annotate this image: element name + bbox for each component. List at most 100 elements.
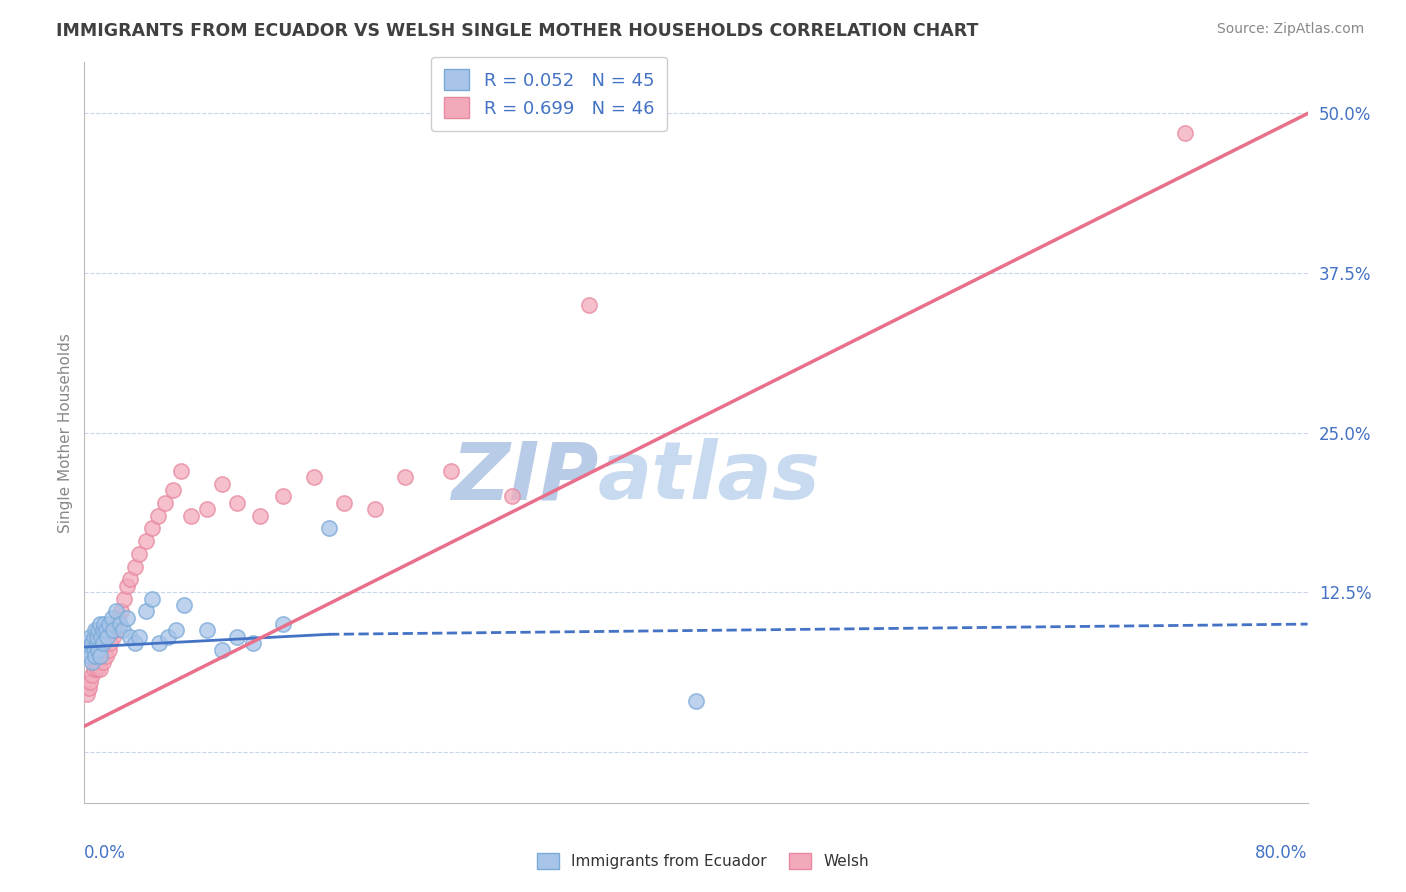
Point [120, 630, 142, 644]
Point [79, 648, 101, 663]
Point [1174, 126, 1197, 140]
Point [80, 668, 103, 682]
Point [103, 630, 125, 644]
Point [141, 591, 163, 606]
Point [84, 624, 107, 638]
Point [226, 630, 249, 644]
Point [141, 521, 163, 535]
Point [226, 496, 249, 510]
Point [318, 521, 340, 535]
Point [94, 648, 117, 663]
Point [110, 604, 132, 618]
Point [124, 559, 146, 574]
Point [77, 681, 100, 695]
Point [135, 534, 157, 549]
Point [97, 642, 120, 657]
Point [162, 483, 184, 497]
Point [80, 636, 103, 650]
Point [84, 648, 107, 663]
Point [89, 648, 111, 663]
Point [83, 642, 105, 657]
Point [111, 624, 134, 638]
Point [86, 662, 108, 676]
Point [96, 630, 118, 644]
Text: 0.0%: 0.0% [84, 844, 127, 862]
Point [76, 636, 98, 650]
Point [83, 630, 105, 644]
Point [146, 508, 169, 523]
Point [249, 508, 271, 523]
Point [96, 630, 118, 644]
Point [76, 687, 98, 701]
Point [128, 630, 150, 644]
Point [148, 636, 170, 650]
Text: 80.0%: 80.0% [1256, 844, 1308, 862]
Point [128, 547, 150, 561]
Point [98, 636, 121, 650]
Text: atlas: atlas [598, 438, 821, 516]
Point [107, 611, 129, 625]
Point [87, 624, 110, 638]
Point [135, 604, 157, 618]
Point [195, 624, 218, 638]
Point [170, 464, 193, 478]
Point [108, 617, 131, 632]
Point [165, 624, 187, 638]
Point [93, 636, 115, 650]
Point [112, 591, 135, 606]
Point [333, 496, 356, 510]
Legend: Immigrants from Ecuador, Welsh: Immigrants from Ecuador, Welsh [531, 847, 875, 875]
Point [101, 624, 124, 638]
Point [87, 648, 110, 663]
Point [90, 642, 112, 657]
Point [155, 496, 177, 510]
Point [120, 573, 142, 587]
Point [91, 636, 114, 650]
Text: ZIP: ZIP [451, 438, 598, 516]
Point [86, 636, 108, 650]
Text: Source: ZipAtlas.com: Source: ZipAtlas.com [1216, 22, 1364, 37]
Point [271, 617, 294, 632]
Point [502, 490, 524, 504]
Point [157, 630, 180, 644]
Point [84, 656, 107, 670]
Point [105, 604, 128, 618]
Point [180, 508, 202, 523]
Point [211, 476, 233, 491]
Point [79, 674, 101, 689]
Point [211, 642, 233, 657]
Point [91, 624, 114, 638]
Point [103, 624, 125, 638]
Legend: R = 0.052   N = 45, R = 0.699   N = 46: R = 0.052 N = 45, R = 0.699 N = 46 [432, 57, 666, 131]
Point [302, 470, 325, 484]
Point [124, 636, 146, 650]
Point [79, 630, 101, 644]
Point [578, 298, 600, 312]
Point [685, 694, 707, 708]
Point [77, 642, 100, 657]
Point [115, 579, 138, 593]
Point [364, 502, 387, 516]
Point [87, 642, 110, 657]
Point [89, 617, 111, 632]
Point [97, 617, 120, 632]
Point [90, 630, 112, 644]
Point [195, 502, 218, 516]
Point [115, 611, 138, 625]
Point [271, 490, 294, 504]
Point [173, 598, 195, 612]
Point [242, 636, 264, 650]
Text: IMMIGRANTS FROM ECUADOR VS WELSH SINGLE MOTHER HOUSEHOLDS CORRELATION CHART: IMMIGRANTS FROM ECUADOR VS WELSH SINGLE … [56, 22, 979, 40]
Point [94, 624, 117, 638]
Point [89, 662, 111, 676]
Point [104, 624, 127, 638]
Point [394, 470, 416, 484]
Point [83, 662, 105, 676]
Point [101, 611, 124, 625]
Point [93, 617, 115, 632]
Point [440, 464, 463, 478]
Point [91, 656, 114, 670]
Point [86, 630, 108, 644]
Point [80, 656, 103, 670]
Y-axis label: Single Mother Households: Single Mother Households [58, 333, 73, 533]
